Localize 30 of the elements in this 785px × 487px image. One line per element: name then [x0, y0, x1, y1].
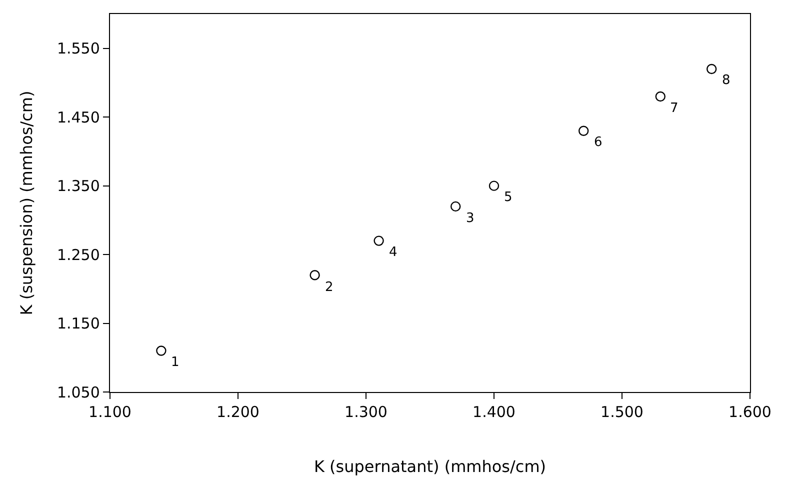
y-tick-label: 1.550 — [56, 40, 100, 58]
x-tick-label: 1.600 — [728, 403, 772, 422]
y-tick-label: 1.050 — [56, 383, 100, 402]
annotation: 8 — [722, 73, 730, 88]
annotation: 1 — [171, 355, 180, 370]
annotation: 6 — [594, 135, 602, 150]
annotation: 4 — [389, 245, 398, 260]
point — [706, 64, 717, 74]
annotation: 7 — [670, 101, 678, 116]
y-tick-label: 1.250 — [56, 246, 100, 264]
y-axis-title: K (suspension) (mmhos/cm) — [16, 90, 36, 316]
annotation: 2 — [325, 280, 334, 295]
point — [655, 91, 666, 102]
point — [156, 346, 166, 356]
point — [578, 126, 589, 136]
annotation: 3 — [466, 211, 474, 226]
annotation: 5 — [504, 190, 512, 205]
x-tick-label: 1.100 — [88, 403, 132, 422]
x-tick-label: 1.500 — [600, 403, 644, 422]
x-tick-label: 1.200 — [216, 403, 260, 422]
y-tick-label: 1.150 — [56, 314, 100, 333]
point — [310, 270, 320, 280]
y-tick-label: 1.450 — [56, 108, 100, 126]
x-tick-label: 1.400 — [472, 403, 516, 422]
x-axis-title: K (supernatant) (mmhos/cm) — [314, 456, 546, 476]
point — [374, 236, 384, 246]
point — [488, 180, 500, 191]
point — [450, 201, 461, 212]
y-tick-label: 1.350 — [56, 177, 100, 196]
x-tick-label: 1.300 — [344, 403, 388, 422]
